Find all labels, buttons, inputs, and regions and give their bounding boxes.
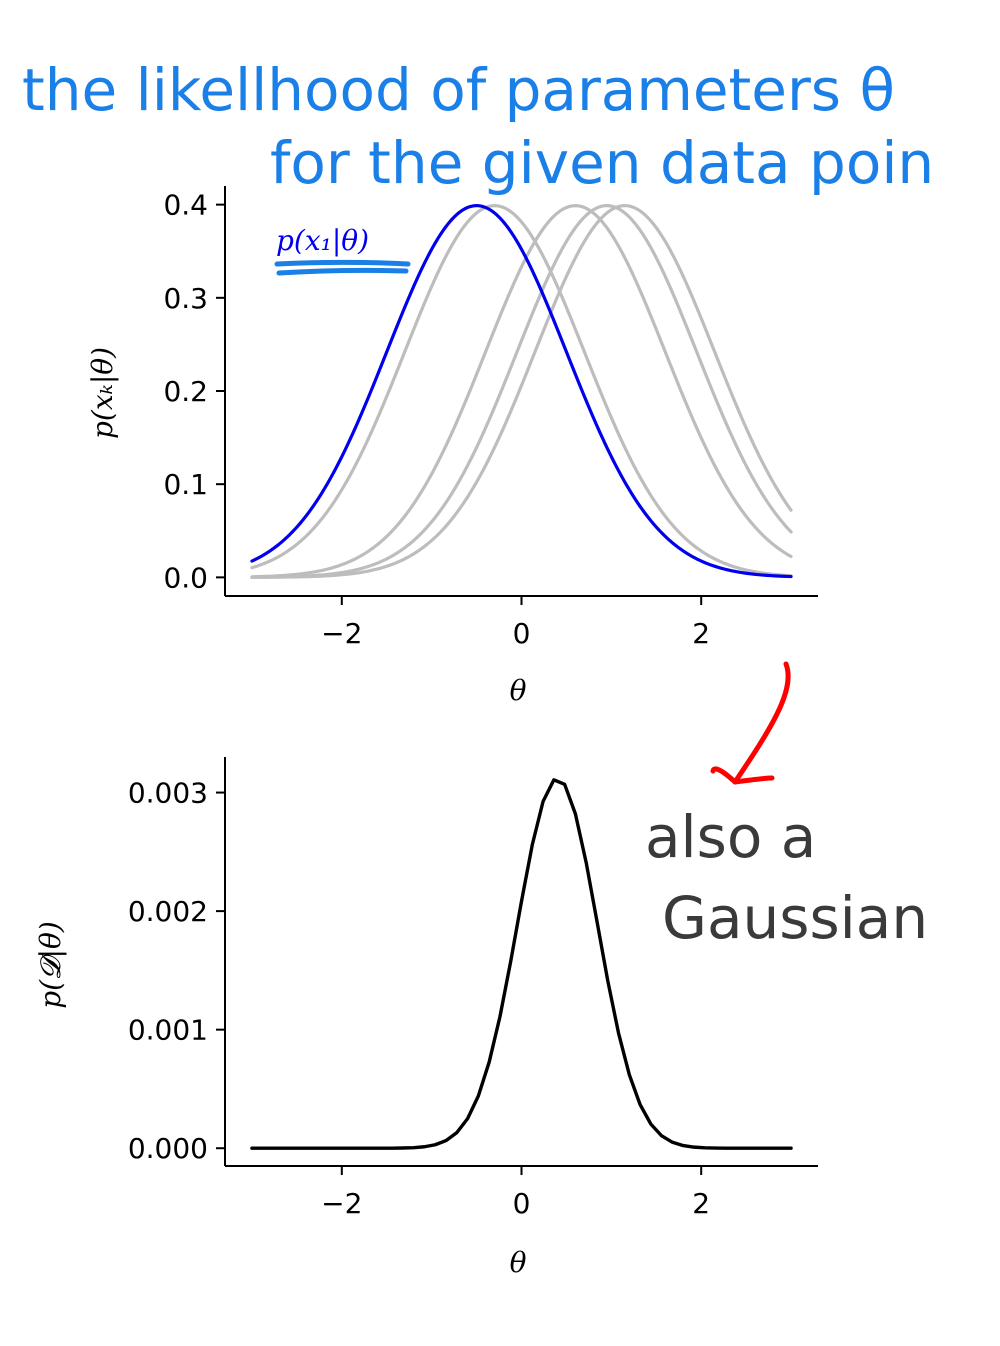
- y-tick-label: 0.1: [163, 468, 208, 501]
- y-axis-label: p(𝓓|θ): [34, 921, 67, 1009]
- arrow-icon: [710, 661, 791, 785]
- series-label-p-x1: p(x₁|θ): [276, 224, 369, 257]
- y-tick-label: 0.2: [163, 375, 208, 408]
- series-line-3: [250, 204, 793, 579]
- y-tick-label: 0.4: [163, 189, 208, 222]
- x-tick-label: −2: [321, 1187, 362, 1220]
- series-line-2: [250, 204, 793, 579]
- series-line-1: [250, 204, 793, 578]
- series-label-underline: [274, 260, 411, 276]
- annotation-callout-line2: Gaussian: [662, 884, 928, 952]
- x-axis-label: θ: [510, 674, 527, 707]
- x-tick-label: 0: [513, 1187, 531, 1220]
- posterior-curves: [250, 778, 793, 1150]
- annotation-callout-line1: also a: [645, 803, 816, 871]
- y-axis-label: p(xₖ|θ): [86, 347, 119, 439]
- y-tick-label: 0.0: [163, 561, 208, 594]
- annotation-title-line1: the likellhood of parameters θ: [22, 56, 895, 124]
- y-tick-label: 0.3: [163, 282, 208, 315]
- y-tick-label: 0.002: [128, 895, 208, 928]
- annotation-title-line2: for the given data poin: [270, 129, 934, 197]
- posterior-chart: −2 0 2 0.000 0.001 0.002 0.003 θ p(𝓓|θ): [34, 757, 818, 1279]
- series-line-4: [250, 204, 793, 579]
- series-line-0: [250, 778, 793, 1150]
- x-tick-label: 2: [692, 1187, 710, 1220]
- x-tick-label: 0: [513, 617, 531, 650]
- series-line-0: [250, 204, 793, 579]
- y-tick-label: 0.000: [128, 1132, 208, 1165]
- x-tick-label: 2: [692, 617, 710, 650]
- likelihood-chart: −2 0 2 0.0 0.1 0.2 0.3 0.4 θ p(xₖ|θ) p(x₁|θ): [86, 186, 818, 707]
- x-axis-label: θ: [510, 1246, 527, 1279]
- y-tick-label: 0.003: [128, 777, 208, 810]
- likelihood-curves: [250, 204, 793, 579]
- y-tick-label: 0.001: [128, 1014, 208, 1047]
- x-tick-label: −2: [321, 617, 362, 650]
